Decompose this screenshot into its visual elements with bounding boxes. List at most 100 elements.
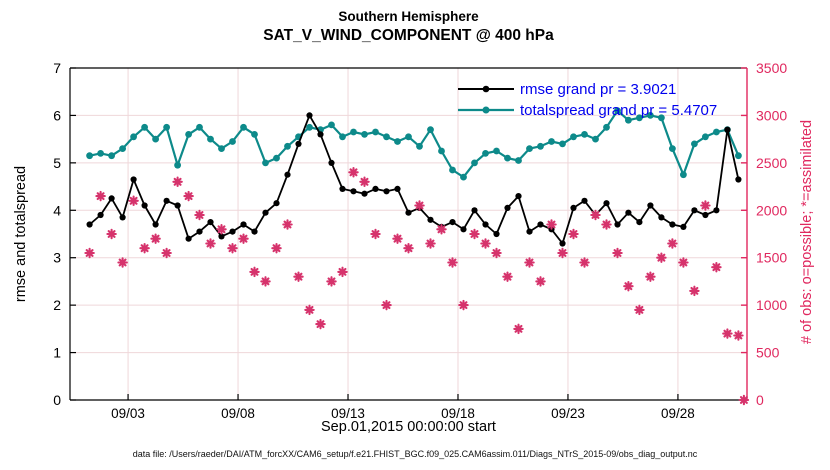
totalspread-marker	[537, 142, 544, 150]
rmse-marker	[251, 228, 258, 235]
series-layer	[84, 107, 750, 406]
totalspread-marker	[119, 145, 126, 153]
rmse-marker	[273, 200, 280, 207]
totalspread-marker	[570, 133, 577, 141]
rmse-marker	[284, 171, 291, 178]
rmse-marker	[713, 207, 720, 214]
x-axis-label: Sep.01,2015 00:00:00 start	[321, 419, 496, 435]
tick-label-y-left: 7	[53, 60, 61, 76]
chart-title: Southern Hemisphere SAT_V_WIND_COMPONENT…	[70, 8, 747, 46]
rmse-marker	[86, 221, 93, 228]
rmse-marker	[581, 197, 588, 204]
rmse-marker	[658, 214, 665, 221]
totalspread-marker	[603, 123, 610, 131]
totalspread-marker	[328, 121, 335, 129]
totalspread-marker	[372, 128, 379, 136]
rmse-marker	[680, 223, 687, 230]
rmse-marker	[471, 207, 478, 214]
rmse-marker	[735, 176, 742, 183]
rmse-marker	[119, 214, 126, 221]
totalspread-marker	[229, 138, 236, 145]
totalspread-marker	[438, 147, 445, 155]
totalspread-marker	[108, 152, 115, 160]
totalspread-marker	[97, 150, 104, 157]
totalspread-marker	[174, 161, 182, 169]
rmse-marker	[218, 233, 225, 240]
totalspread-marker	[647, 112, 654, 119]
totalspread-marker	[339, 133, 346, 141]
tick-label-y-left: 0	[53, 392, 61, 408]
tick-label-y-right: 2000	[756, 202, 787, 218]
legend-label-totalspread: totalspread grand pr = 5.4707	[520, 102, 717, 119]
rmse-marker	[504, 204, 511, 211]
axes-layer: 0 1 2 3 4 5 6 7 0 500 1000 1500 2000 2500 3000 3500 09/0…	[53, 60, 787, 421]
totalspread-marker	[185, 131, 193, 138]
rmse-marker	[460, 226, 467, 233]
rmse-marker	[394, 185, 401, 192]
rmse-marker	[372, 185, 379, 192]
rmse-marker	[724, 126, 731, 133]
totalspread-marker	[405, 133, 412, 141]
rmse-marker	[350, 188, 357, 195]
legend-swatch-marker-rmse	[482, 85, 490, 93]
y-axis-label-left: rmse and totalspread	[13, 165, 29, 303]
rmse-marker	[647, 202, 654, 209]
rmse-marker	[614, 221, 621, 228]
rmse-marker	[669, 221, 676, 228]
totalspread-marker	[702, 133, 709, 141]
tick-label-x: 09/08	[221, 406, 255, 421]
totalspread-marker	[526, 145, 533, 153]
legend-label-rmse: rmse grand pr = 3.9021	[520, 81, 676, 98]
totalspread-marker	[427, 126, 434, 134]
tick-label-x: 09/13	[331, 406, 365, 421]
totalspread-marker	[471, 159, 478, 167]
totalspread-marker	[515, 157, 522, 164]
rmse-marker	[691, 207, 698, 214]
rmse-marker	[141, 202, 148, 209]
rmse-marker	[152, 221, 159, 228]
tick-label-y-right: 2500	[756, 155, 787, 171]
totalspread-marker	[262, 159, 269, 167]
totalspread-marker	[691, 140, 698, 148]
rmse-marker	[185, 235, 192, 242]
totalspread-marker	[669, 145, 676, 153]
totalspread-marker	[218, 145, 225, 153]
rmse-marker	[108, 195, 115, 202]
totalspread-marker	[460, 173, 467, 181]
legend: rmse grand pr = 3.9021 totalspread grand…	[458, 81, 717, 119]
totalspread-marker	[306, 123, 313, 131]
totalspread-marker	[581, 131, 588, 138]
rmse-marker	[537, 221, 544, 228]
tick-label-y-right: 0	[756, 392, 764, 408]
totalspread-marker	[163, 123, 171, 131]
rmse-marker	[625, 209, 632, 216]
totalspread-marker	[240, 123, 247, 131]
rmse-marker	[97, 211, 104, 219]
totalspread-marker	[86, 152, 93, 160]
totalspread-marker	[350, 128, 357, 136]
totalspread-marker	[493, 147, 500, 155]
totalspread-marker	[636, 114, 643, 122]
totalspread-marker	[141, 123, 149, 131]
chart-title-line2: SAT_V_WIND_COMPONENT @ 400 hPa	[263, 27, 554, 44]
totalspread-marker	[713, 128, 720, 136]
tick-label-y-left: 4	[53, 202, 61, 218]
totalspread-marker	[251, 131, 258, 138]
totalspread-marker	[394, 138, 401, 145]
rmse-marker	[570, 204, 577, 211]
rmse-marker	[174, 202, 181, 209]
totalspread-marker	[416, 142, 423, 150]
rmse-marker	[526, 228, 533, 235]
tick-label-y-left: 2	[53, 297, 61, 313]
totalspread-marker	[273, 154, 280, 162]
rmse-marker	[427, 216, 434, 223]
rmse-marker	[262, 209, 269, 216]
rmse-marker	[636, 219, 643, 226]
totalspread-marker	[482, 150, 489, 157]
totalspread-marker	[592, 135, 599, 143]
rmse-marker	[493, 230, 500, 238]
totalspread-marker	[284, 142, 291, 150]
totalspread-marker	[614, 107, 621, 115]
